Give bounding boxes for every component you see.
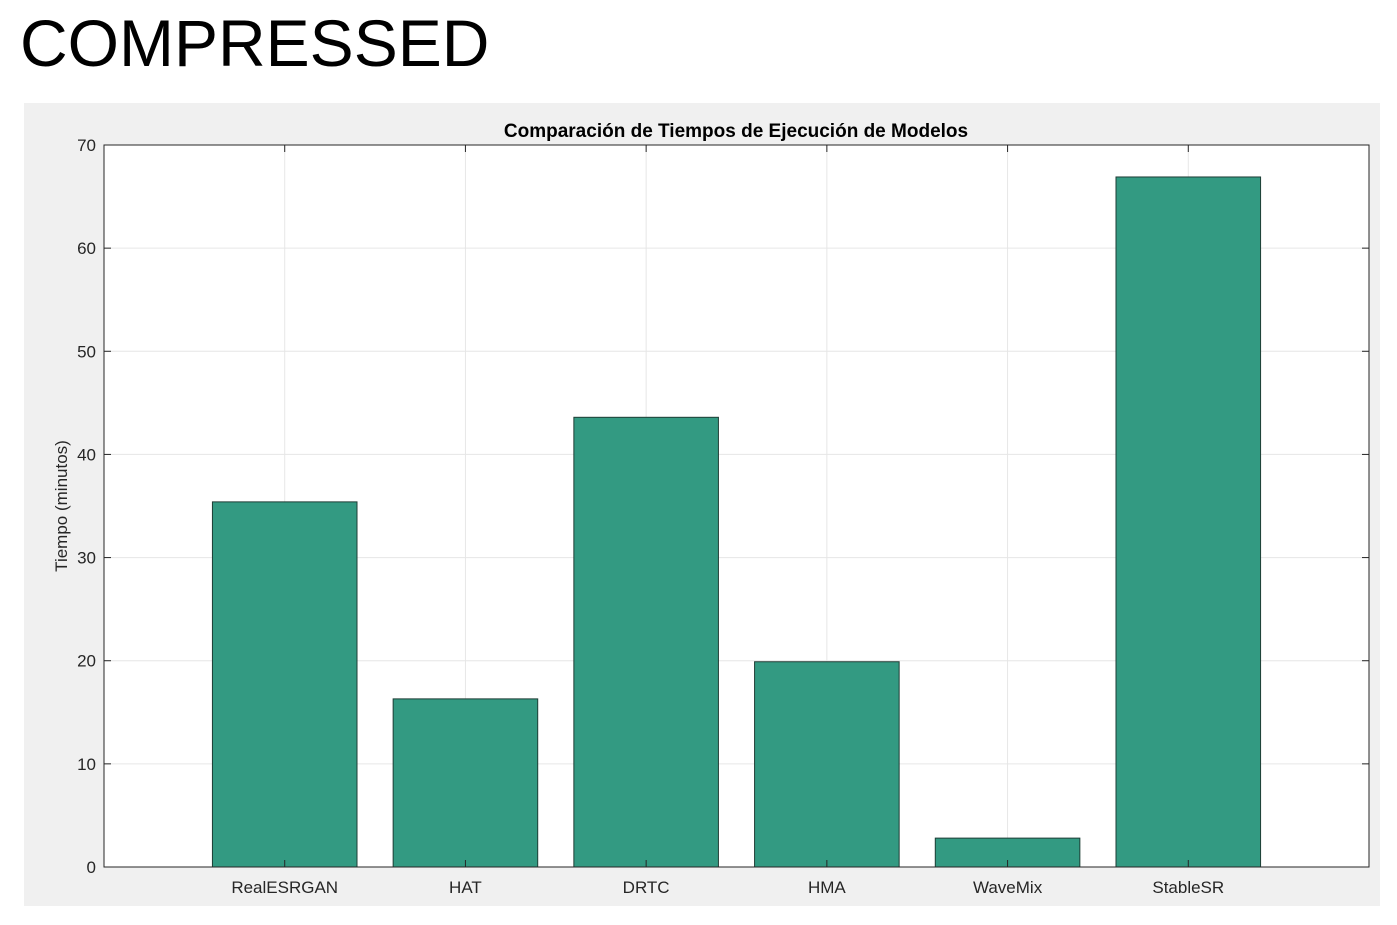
- x-tick-label: HMA: [808, 878, 846, 897]
- axes-frame: [103, 144, 1370, 868]
- y-axis-label: Tiempo (minutos): [52, 440, 71, 572]
- bar-realesrgan: [211, 501, 358, 868]
- y-tick-label: 20: [77, 652, 96, 671]
- y-tick-label: 60: [77, 239, 96, 258]
- x-tick-label: DRTC: [623, 878, 670, 897]
- bar-hma: [754, 661, 900, 868]
- x-tick-label: RealESRGAN: [231, 878, 338, 897]
- bars: [211, 176, 1262, 868]
- y-tick-label: 50: [77, 342, 96, 361]
- x-tick-label: HAT: [449, 878, 482, 897]
- x-tick-label: WaveMix: [973, 878, 1043, 897]
- y-tick-label: 70: [77, 136, 96, 155]
- ticks: 0 10 20 30 40 50 60 70 RealESRGAN HAT DRTC HMA WaveM…: [77, 136, 1369, 897]
- y-tick-label: 10: [77, 755, 96, 774]
- y-tick-label: 30: [77, 549, 96, 568]
- y-tick-label: 0: [87, 858, 96, 877]
- bar-hat: [392, 698, 539, 868]
- x-tick-label: StableSR: [1152, 878, 1224, 897]
- bar-stablesr: [1115, 176, 1262, 868]
- y-tick-label: 40: [77, 445, 96, 464]
- page-heading: COMPRESSED: [20, 6, 490, 80]
- chart-title: Comparación de Tiempos de Ejecución de M…: [504, 121, 968, 142]
- bar-drtc: [573, 416, 719, 868]
